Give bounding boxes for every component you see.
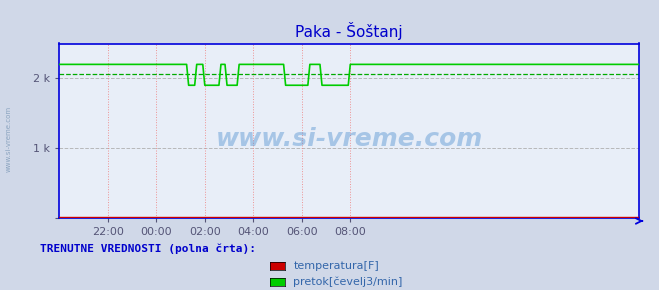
Text: pretok[čevelj3/min]: pretok[čevelj3/min] [293, 277, 403, 287]
Text: www.si-vreme.com: www.si-vreme.com [5, 106, 11, 172]
Title: Paka - Šoštanj: Paka - Šoštanj [295, 21, 403, 39]
Text: TRENUTNE VREDNOSTI (polna črta):: TRENUTNE VREDNOSTI (polna črta): [40, 244, 256, 254]
Text: www.si-vreme.com: www.si-vreme.com [215, 127, 483, 151]
Text: temperatura[F]: temperatura[F] [293, 261, 379, 271]
